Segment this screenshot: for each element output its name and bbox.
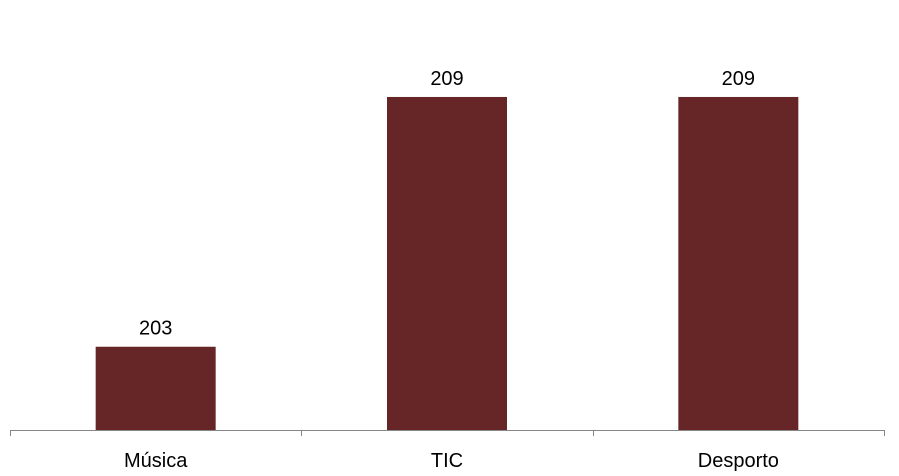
- bar-1: [95, 346, 216, 430]
- bar-2: [387, 96, 507, 430]
- bar-3: [678, 96, 799, 430]
- data-labels-group: 203 209 209: [139, 68, 755, 340]
- data-label-1: 203: [139, 318, 172, 340]
- x-tick-label-2: TIC: [431, 450, 463, 472]
- data-label-2: 209: [430, 68, 463, 90]
- bars-group: [95, 96, 799, 430]
- data-label-3: 209: [722, 68, 755, 90]
- x-axis: [10, 430, 885, 436]
- x-tick-label-3: Desporto: [698, 450, 779, 472]
- x-tick-label-1: Música: [124, 450, 188, 472]
- x-tick-labels-group: Música TIC Desporto: [124, 450, 779, 472]
